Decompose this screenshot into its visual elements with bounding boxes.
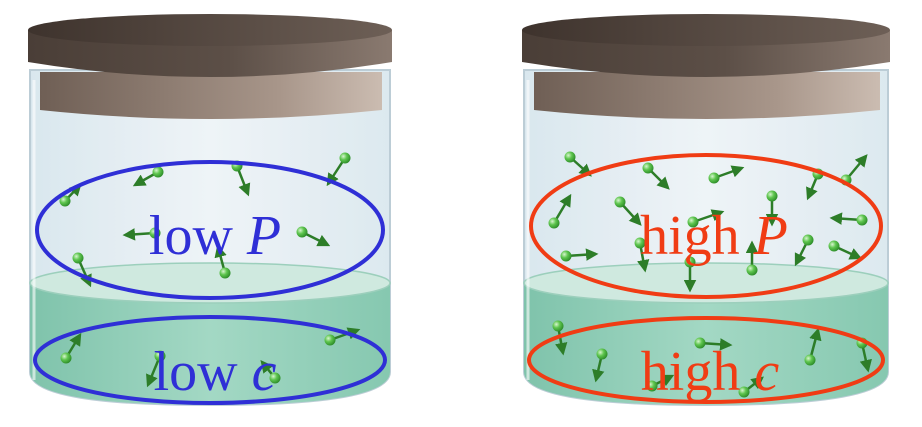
liquid-surface (29, 262, 391, 304)
molecule (260, 360, 281, 384)
molecule (646, 374, 675, 392)
liquid (30, 283, 390, 405)
molecule (324, 327, 361, 346)
molecule (60, 332, 82, 364)
molecule (614, 196, 642, 226)
molecule (592, 348, 608, 383)
jar-rim (534, 72, 880, 119)
concentration-ellipse (33, 315, 387, 405)
molecule (72, 252, 92, 288)
jar-high: high P high c (522, 14, 890, 407)
concentration-ellipse (527, 316, 885, 404)
molecule (548, 193, 572, 229)
jar-low: low P low c (28, 14, 392, 407)
pressure-label: low P (149, 205, 281, 267)
pressure-label: high P (640, 205, 788, 267)
molecule (642, 162, 670, 190)
jar-rim (40, 72, 382, 119)
pressure-ellipse (529, 153, 883, 299)
concentration-label: high c (641, 341, 780, 403)
molecule (552, 320, 568, 356)
concentration-label: low c (154, 341, 277, 403)
molecule (634, 237, 650, 273)
molecule (765, 190, 779, 227)
molecule (296, 226, 331, 247)
gas-molecules (59, 152, 351, 288)
molecule (687, 209, 725, 228)
molecule (683, 256, 697, 293)
molecule (794, 234, 814, 267)
pressure-ellipse (35, 160, 385, 300)
gas-molecules (548, 151, 868, 293)
molecule (694, 337, 733, 351)
molecule (738, 376, 764, 398)
dissolved-molecules (60, 327, 361, 388)
molecule (829, 212, 868, 226)
liquid-surface (523, 262, 889, 304)
dissolved-molecules (552, 320, 872, 398)
jar-lid-top (522, 14, 890, 46)
molecule (214, 244, 231, 279)
molecule (708, 165, 745, 184)
molecule (804, 327, 822, 366)
molecule (146, 350, 166, 388)
molecule (828, 240, 863, 260)
jar-lid-top (28, 14, 392, 46)
molecule (560, 248, 599, 262)
molecule (122, 227, 161, 241)
molecule (132, 166, 164, 187)
molecule (745, 240, 759, 276)
